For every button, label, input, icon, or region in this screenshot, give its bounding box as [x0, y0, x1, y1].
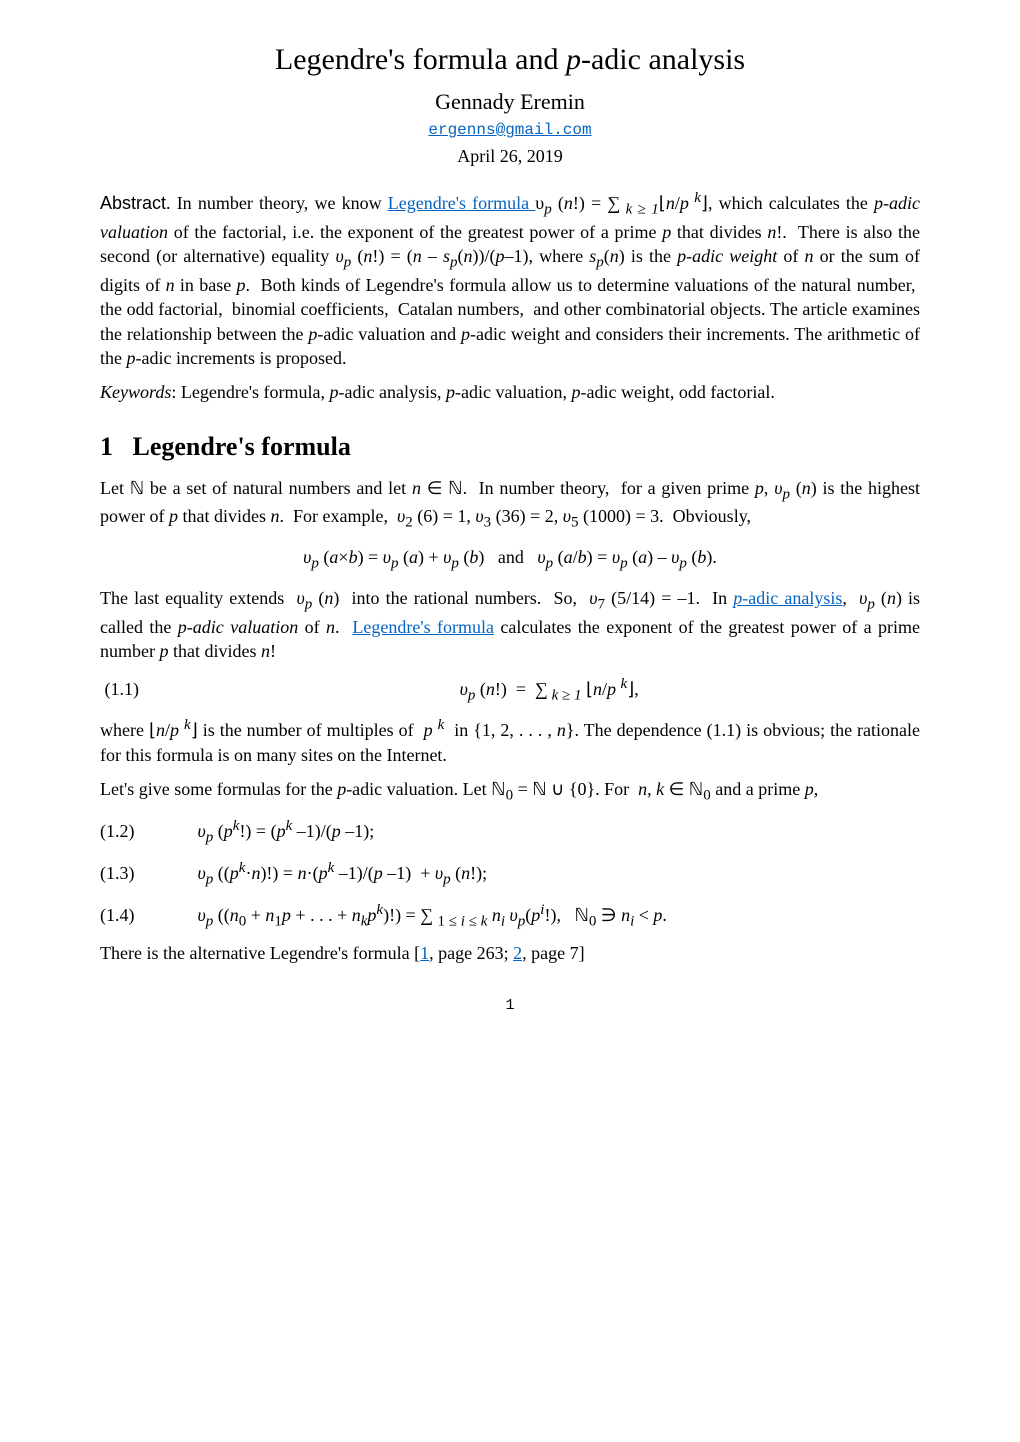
abstract-s1d: ⌊n/p	[659, 193, 689, 213]
s1-p5b: , page 263;	[429, 943, 513, 963]
eq-1-2: (1.2) υp (pk!) = (pk –1)/(p –1);	[100, 816, 920, 848]
abstract-s1b: υ	[535, 193, 544, 213]
eq-1-1: (1.1) υp (n!) = ∑ k ≥ 1 ⌊n/p k⌋,	[100, 674, 920, 706]
date: April 26, 2019	[100, 144, 920, 168]
eq-1-4-label: (1.4)	[100, 905, 135, 925]
section-1-title: Legendre's formula	[133, 432, 351, 461]
author: Gennady Eremin	[100, 87, 920, 117]
abstract-s1a: . In number theory, we know	[166, 193, 388, 213]
page-title: Legendre's formula and p-adic analysis	[100, 40, 920, 81]
s1-p2: The last equality extends υp (n) into th…	[100, 586, 920, 663]
abstract-label: Abstract	[100, 193, 166, 213]
s1-p5a: There is the alternative Legendre's form…	[100, 943, 420, 963]
page-number: 1	[100, 996, 920, 1016]
ref-1-link[interactable]: 1	[420, 943, 429, 963]
abstract-sub-p: p	[544, 193, 552, 213]
eq-1-3-label: (1.3)	[100, 863, 135, 883]
abstract-s1c: (n!) = ∑	[552, 193, 620, 213]
eq-1-3: (1.3) υp ((pk·n)!) = n·(pk –1)/(p –1) + …	[100, 858, 920, 890]
eq-1-1-label: (1.1)	[105, 679, 140, 699]
keywords-label: Keywords	[100, 382, 171, 402]
s1-p5: There is the alternative Legendre's form…	[100, 941, 920, 965]
abstract-sup-k: k	[689, 190, 701, 206]
abstract-para: Abstract. In number theory, we know Lege…	[100, 188, 920, 370]
s1-p1: Let ℕ be a set of natural numbers and le…	[100, 476, 920, 534]
s1-p5c: , page 7]	[522, 943, 584, 963]
eq-1-4: (1.4) υp ((n0 + n1p + . . . + nkpk)!) = …	[100, 900, 920, 932]
title-text-a: Legendre's formula and	[275, 43, 566, 76]
s1-p4: Let's give some formulas for the p-adic …	[100, 777, 920, 806]
eq-1-2-label: (1.2)	[100, 821, 135, 841]
title-ital: p	[566, 43, 581, 76]
legendre-formula-link[interactable]: Legendre's formula	[388, 193, 536, 213]
keywords-text: : Legendre's formula, p-adic analysis, p…	[171, 382, 775, 402]
abstract-body: which calculates the p-adic valuation of…	[100, 193, 920, 368]
p-adic-analysis-link[interactable]: p-adic analysis	[733, 588, 842, 608]
ref-2-link[interactable]: 2	[513, 943, 522, 963]
abstract-s1e: ⌋,	[701, 193, 713, 213]
s1-p3: where ⌊n/p k⌋ is the number of multiples…	[100, 715, 920, 767]
section-1-heading: 1 Legendre's formula	[100, 429, 920, 464]
title-text-b: -adic analysis	[581, 43, 745, 76]
legendre-formula-link-2[interactable]: Legendre's formula	[352, 617, 494, 637]
eq-ab: υp (a×b) = υp (a) + υp (b) and υp (a/b) …	[100, 545, 920, 574]
abstract-sum-sub: k ≥ 1	[620, 202, 659, 218]
section-1-num: 1	[100, 432, 113, 461]
keywords-para: Keywords: Legendre's formula, p-adic ana…	[100, 380, 920, 404]
email-link[interactable]: ergenns@gmail.com	[100, 120, 920, 142]
